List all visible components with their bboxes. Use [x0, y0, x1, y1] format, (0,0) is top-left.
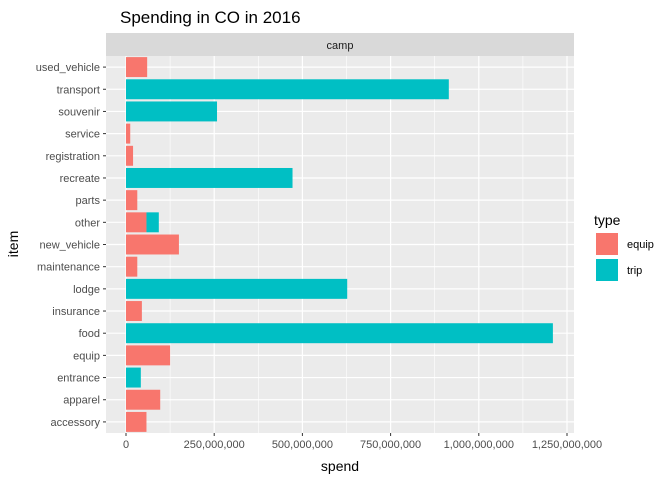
x-tick-label: 250,000,000 [184, 439, 245, 451]
x-tick-label: 1,000,000,000 [444, 439, 514, 451]
legend-title: type [594, 212, 621, 228]
y-tick-label-parts: parts [76, 195, 101, 207]
y-tick-label-equip: equip [73, 350, 100, 362]
bar-equip-insurance [126, 301, 142, 322]
y-tick-label-recreate: recreate [60, 173, 100, 185]
y-tick-label-accessory: accessory [50, 417, 100, 429]
y-tick-label-insurance: insurance [52, 306, 100, 318]
x-tick-label: 1,250,000,000 [532, 439, 602, 451]
bar-trip-recreate [126, 167, 293, 188]
y-tick-label-other: other [75, 217, 100, 229]
bar-trip-souvenir [126, 101, 218, 122]
y-tick-label-used_vehicle: used_vehicle [36, 62, 100, 74]
bar-trip-food [126, 323, 553, 344]
x-tick-label: 500,000,000 [272, 439, 333, 451]
y-tick-label-service: service [65, 129, 100, 141]
bar-equip-accessory [126, 411, 147, 432]
x-axis-ticks: 0 250,000,000 500,000,000 750,000,000 1,000,… [123, 433, 602, 451]
y-tick-label-maintenance: maintenance [37, 262, 100, 274]
bar-trip-lodge [126, 278, 348, 299]
facet-strip [106, 33, 574, 56]
bar-equip-equip [126, 345, 171, 366]
y-tick-label-lodge: lodge [73, 284, 100, 296]
bar-equip-other [126, 212, 147, 233]
bar-equip-registration [126, 145, 134, 166]
chart-title: Spending in CO in 2016 [120, 8, 301, 27]
y-tick-label-apparel: apparel [63, 395, 100, 407]
facet-strip-label: camp [327, 40, 354, 52]
bar-equip-new_vehicle [126, 234, 179, 255]
y-tick-label-new_vehicle: new_vehicle [39, 240, 100, 252]
legend-label-equip: equip [627, 239, 654, 251]
bar-equip-service [126, 123, 131, 144]
y-tick-label-registration: registration [46, 151, 100, 163]
y-tick-label-food: food [79, 328, 100, 340]
bar-equip-apparel [126, 389, 161, 410]
legend: equip trip [596, 233, 654, 281]
y-tick-label-entrance: entrance [57, 373, 100, 385]
y-axis-ticks: used_vehicle transport souvenir service regi… [36, 62, 106, 429]
bar-equip-maintenance [126, 256, 138, 277]
bars [126, 57, 553, 432]
legend-label-trip: trip [627, 265, 642, 277]
legend-key-trip [596, 259, 618, 281]
bar-equip-parts [126, 190, 138, 211]
y-axis-title: item [5, 231, 21, 257]
bar-equip-used_vehicle [126, 57, 148, 78]
bar-trip-other [146, 212, 159, 233]
x-tick-label: 0 [123, 439, 129, 451]
x-tick-label: 750,000,000 [360, 439, 421, 451]
x-axis-title: spend [321, 458, 359, 474]
bar-trip-entrance [126, 367, 141, 388]
y-tick-label-transport: transport [57, 84, 100, 96]
bar-trip-transport [126, 79, 449, 100]
y-tick-label-souvenir: souvenir [58, 106, 100, 118]
legend-key-equip [596, 233, 618, 255]
